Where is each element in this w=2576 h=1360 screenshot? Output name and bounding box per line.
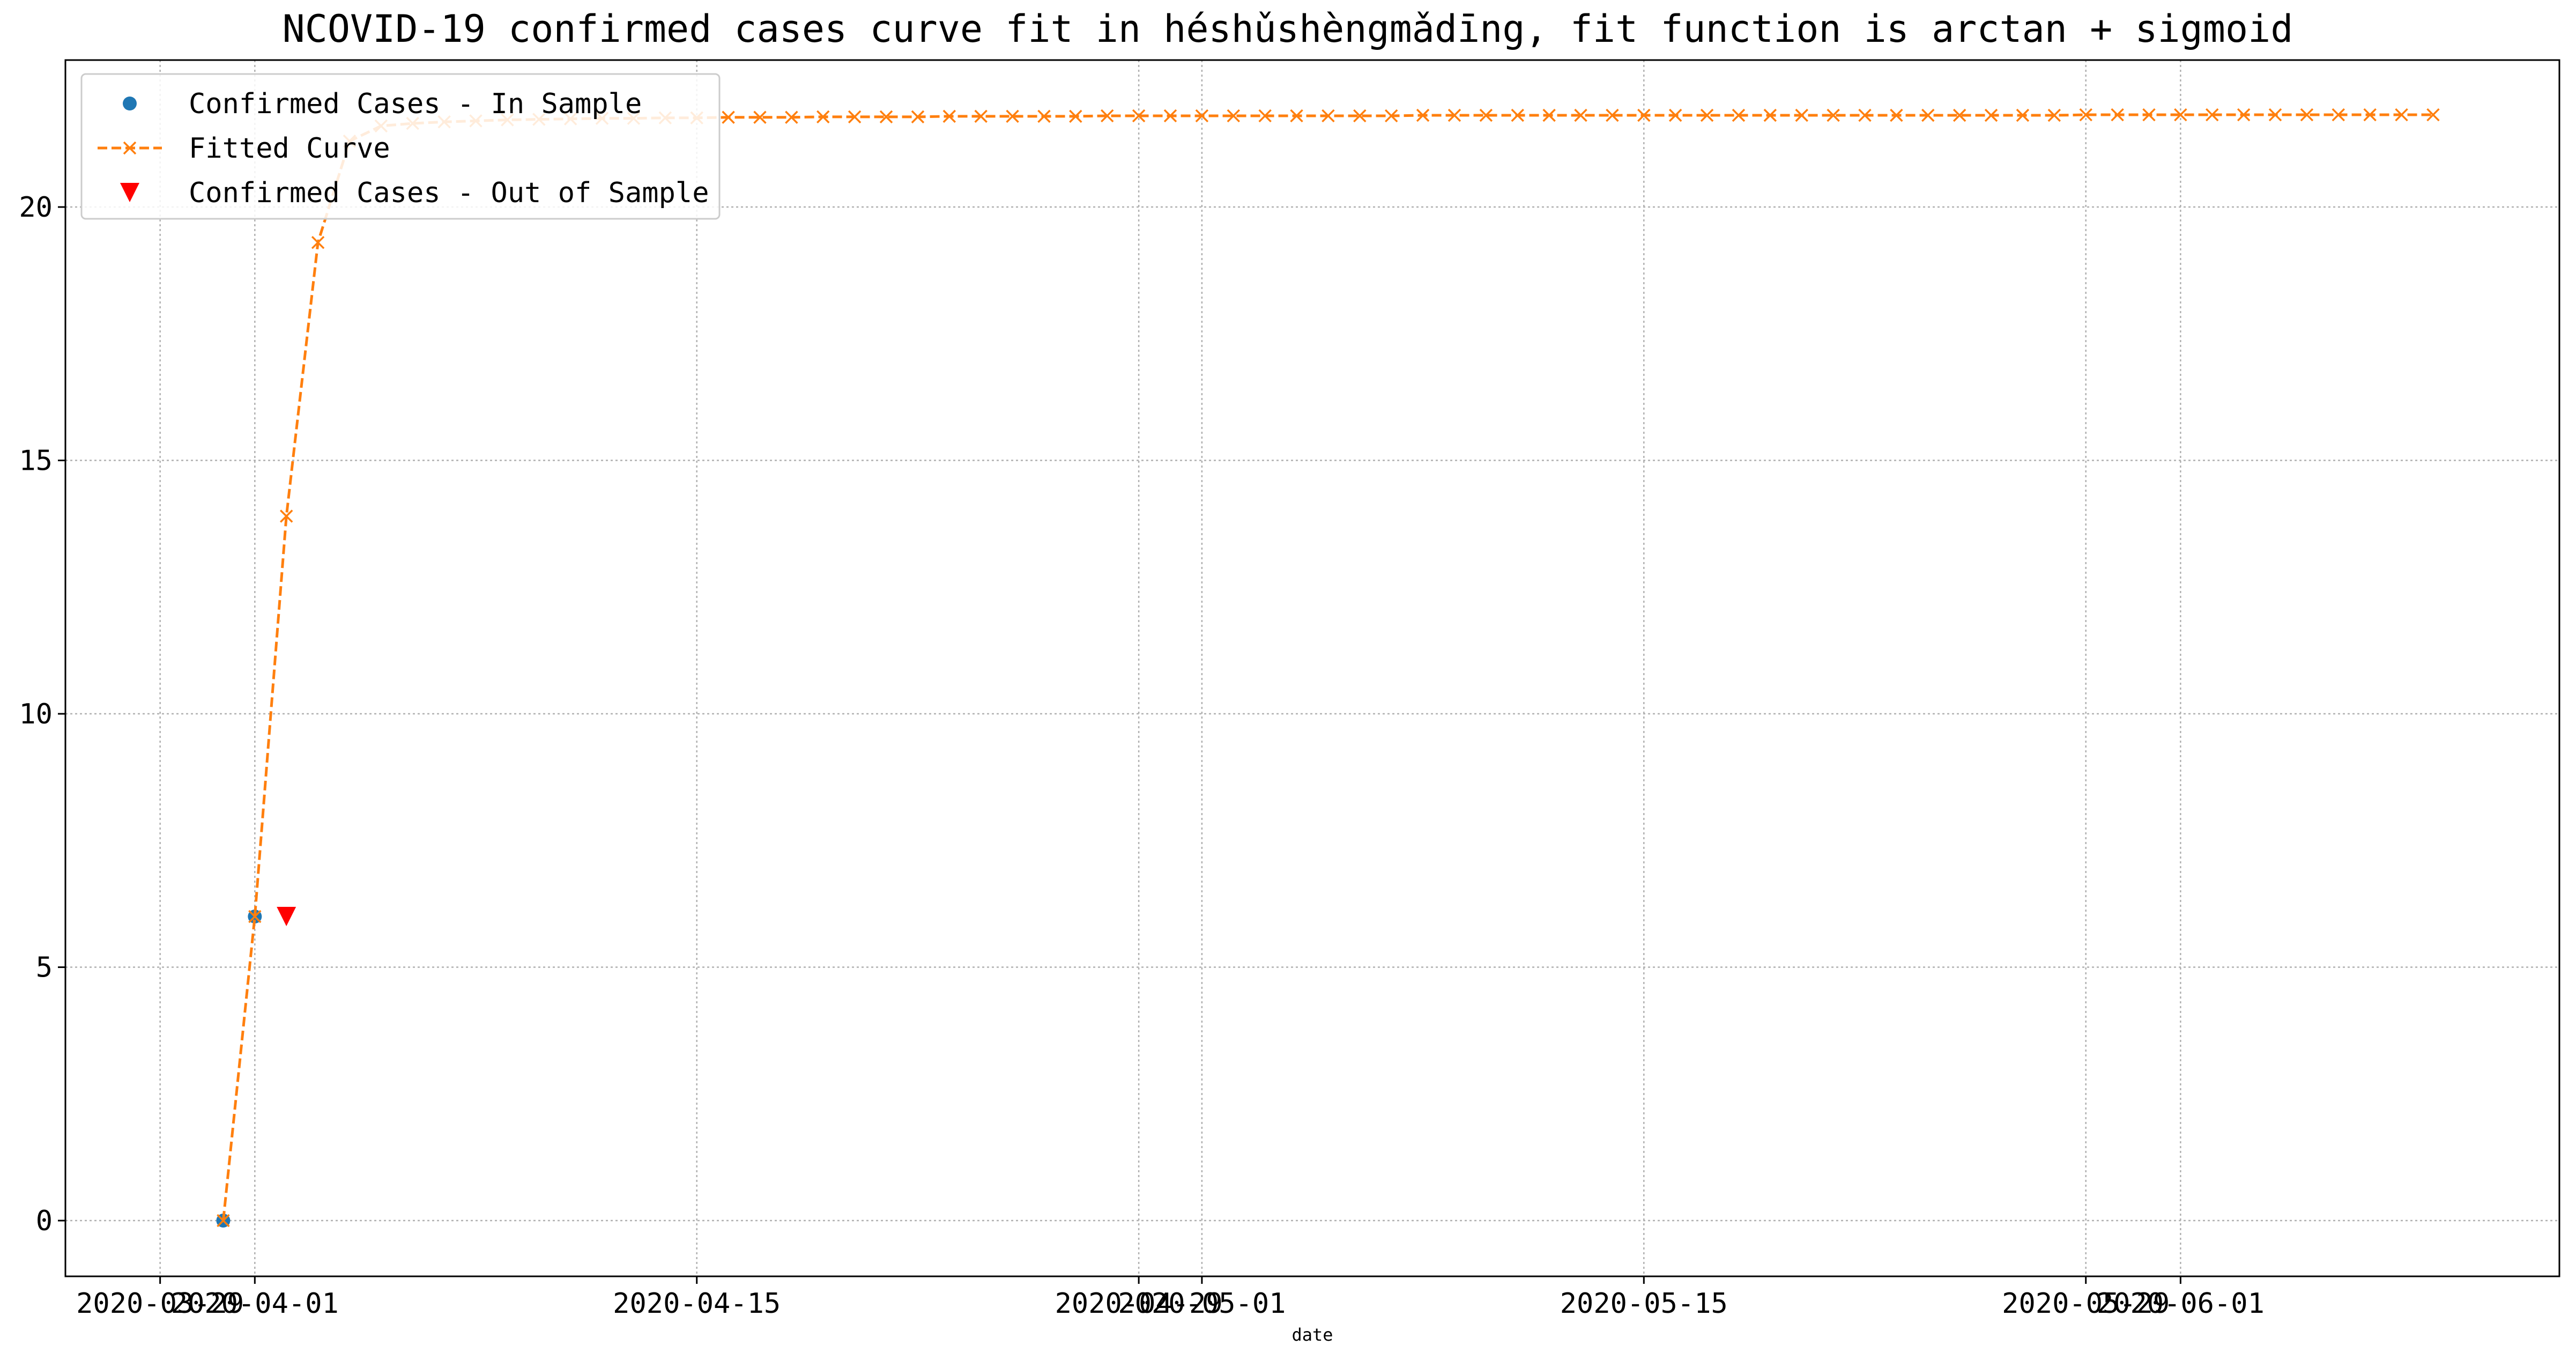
fitted-curve-point bbox=[1006, 109, 1019, 123]
fitted-curve-point bbox=[1290, 109, 1303, 123]
legend-label: Confirmed Cases - In Sample bbox=[189, 88, 642, 120]
fitted-curve-point bbox=[1132, 109, 1146, 123]
fitted-curve-point bbox=[911, 110, 925, 124]
fitted-curve-point bbox=[753, 110, 767, 124]
legend-label: Fitted Curve bbox=[189, 132, 390, 165]
fitted-curve-point bbox=[1195, 109, 1209, 123]
chart-title: NCOVID-19 confirmed cases curve fit in h… bbox=[283, 7, 2293, 51]
legend-out-of-sample-marker bbox=[120, 183, 139, 202]
fitted-curve-point bbox=[974, 109, 988, 123]
fitted-curve-point bbox=[311, 235, 325, 249]
fitted-curve-point bbox=[1763, 108, 1777, 122]
x-tick-label: 2020-04-01 bbox=[171, 1288, 339, 1320]
fitted-curve-point bbox=[2016, 108, 2030, 122]
fitted-curve-point bbox=[1069, 109, 1082, 123]
y-tick-label: 10 bbox=[19, 698, 53, 730]
x-tick-label: 2020-04-29 bbox=[1055, 1288, 1223, 1320]
fitted-curve-point bbox=[2111, 108, 2124, 122]
x-tick-label: 2020-05-29 bbox=[2002, 1288, 2170, 1320]
fitted-curve-point bbox=[1416, 108, 1430, 122]
fitted-curve-point bbox=[1827, 108, 1840, 122]
x-tick-label: 2020-05-15 bbox=[1560, 1288, 1728, 1320]
plot-frame bbox=[64, 59, 2560, 1277]
fitted-curve-point bbox=[942, 109, 956, 123]
fitted-curve-point bbox=[1227, 109, 1241, 123]
fitted-curve-point bbox=[1637, 108, 1651, 122]
x-tick-label: 2020-05-01 bbox=[1118, 1288, 1286, 1320]
fitted-curve-point bbox=[1668, 108, 1682, 122]
legend-box bbox=[80, 73, 721, 220]
fitted-curve-point bbox=[1953, 108, 1966, 122]
fitted-curve-point bbox=[1574, 108, 1587, 122]
fitted-curve-point bbox=[1479, 108, 1493, 122]
fitted-curve-point bbox=[1795, 108, 1808, 122]
fitted-curve-point bbox=[1890, 108, 1903, 122]
legend-label: Confirmed Cases - Out of Sample bbox=[189, 177, 709, 209]
fitted-curve-point bbox=[1921, 108, 1935, 122]
y-tick-label: 15 bbox=[19, 445, 53, 477]
fitted-curve-point bbox=[1511, 108, 1524, 122]
fitted-curve-point bbox=[1700, 108, 1714, 122]
fitted-curve-point bbox=[2079, 108, 2092, 122]
x-tick-label: 2020-04-15 bbox=[613, 1288, 781, 1320]
legend-in-sample-marker bbox=[123, 97, 137, 110]
fitted-curve-point bbox=[1606, 108, 1619, 122]
fitted-curve-point bbox=[785, 110, 798, 124]
fitted-curve-point bbox=[879, 110, 893, 124]
fitted-curve-point bbox=[1447, 108, 1461, 122]
y-tick-label: 0 bbox=[36, 1205, 53, 1237]
fitted-curve-point bbox=[1542, 108, 1556, 122]
fitted-curve-point bbox=[722, 110, 735, 124]
fitted-curve-point bbox=[1984, 108, 1998, 122]
grid-lines bbox=[65, 60, 2559, 1276]
x-tick-label: 2020-06-01 bbox=[2097, 1288, 2265, 1320]
fitted-curve-point bbox=[2237, 108, 2251, 122]
series-layer bbox=[216, 108, 2440, 1228]
legend: Confirmed Cases - In Sample Fitted Curve C… bbox=[80, 73, 721, 220]
fitted-curve-point bbox=[1353, 109, 1367, 123]
fitted-curve-point bbox=[217, 1214, 230, 1228]
fitted-curve-point bbox=[279, 509, 293, 523]
plot-area bbox=[65, 60, 2559, 1276]
fitted-curve-point bbox=[2206, 108, 2219, 122]
fitted-curve-point bbox=[2300, 108, 2314, 122]
legend-fitted-marker bbox=[123, 141, 137, 155]
fitted-curve-point bbox=[1163, 109, 1177, 123]
out-of-sample-point bbox=[277, 907, 296, 927]
fitted-curve-point bbox=[248, 910, 262, 923]
fitted-curve-point bbox=[1858, 108, 1872, 122]
y-tick-label: 20 bbox=[19, 191, 53, 224]
fitted-curve-point bbox=[2174, 108, 2187, 122]
fitted-curve-point bbox=[2047, 108, 2061, 122]
fitted-curve-point bbox=[1037, 109, 1051, 123]
fitted-curve-point bbox=[1258, 109, 1272, 123]
fitted-curve-point bbox=[1384, 109, 1398, 123]
fitted-curve-point bbox=[2363, 108, 2377, 122]
fitted-curve-point bbox=[2395, 108, 2408, 122]
fitted-curve-point bbox=[2332, 108, 2345, 122]
fitted-curve-point bbox=[2268, 108, 2282, 122]
fitted-curve-point bbox=[1101, 109, 1114, 123]
x-axis-label: date bbox=[1291, 1325, 1333, 1345]
fitted-curve-point bbox=[2426, 108, 2440, 122]
fitted-curve-point bbox=[1732, 108, 1746, 122]
y-tick-label: 5 bbox=[36, 952, 53, 984]
fitted-curve-point bbox=[2142, 108, 2156, 122]
x-tick-label: 2020-03-29 bbox=[76, 1288, 244, 1320]
fitted-curve-point bbox=[848, 110, 862, 124]
fitted-curve-point bbox=[1322, 109, 1335, 123]
fitted-curve-point bbox=[816, 110, 830, 124]
